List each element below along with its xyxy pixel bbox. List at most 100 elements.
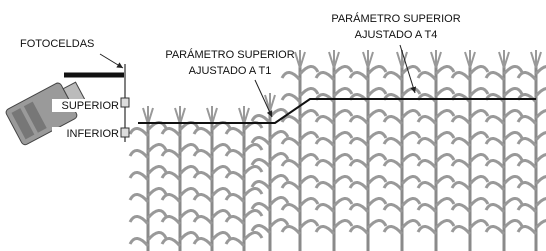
plant-part: [194, 216, 212, 224]
plant-part: [470, 198, 488, 206]
plant-part: [486, 226, 504, 234]
plant-part: [402, 66, 420, 74]
plant-part: [518, 72, 536, 80]
plant-part: [226, 194, 244, 202]
plant-part: [334, 110, 352, 118]
plant-part: [418, 138, 436, 146]
plant-part: [194, 172, 212, 180]
t4-label: PARÁMETRO SUPERIOR: [331, 12, 460, 25]
plant-part: [226, 128, 244, 136]
plant-part: [130, 150, 148, 158]
plant-part: [180, 232, 198, 240]
plant-part: [282, 160, 300, 168]
plant-part: [316, 182, 334, 190]
plant-part: [295, 50, 305, 68]
plant-part: [207, 106, 217, 124]
plant-part: [244, 144, 262, 152]
plant-part: [470, 132, 488, 140]
plant-part: [148, 232, 166, 240]
plant-part: [226, 238, 244, 246]
t1-label: PARÁMETRO SUPERIOR: [165, 48, 294, 61]
plant-part: [282, 138, 300, 146]
plant-part: [180, 144, 198, 152]
plant-part: [180, 210, 198, 218]
plant-part: [162, 150, 180, 158]
plant-part: [452, 204, 470, 212]
plant-part: [368, 132, 386, 140]
plant-part: [334, 88, 352, 96]
plant-part: [162, 216, 180, 224]
t4-label: AJUSTADO A T4: [355, 29, 438, 41]
plant-part: [148, 144, 166, 152]
plant-part: [368, 88, 386, 96]
plant-part: [418, 116, 436, 124]
plant-part: [334, 154, 352, 162]
plant-part: [180, 166, 198, 174]
plant-part: [282, 116, 300, 124]
plant-part: [402, 132, 420, 140]
plant-part: [350, 160, 368, 168]
diagram: FOTOCELDAS SUPERIOR INFERIOR PARÁMETRO S…: [0, 0, 546, 251]
plant-part: [300, 198, 318, 206]
plant-part: [212, 232, 230, 240]
plant-part: [162, 172, 180, 180]
plant-part: [350, 72, 368, 80]
plant-part: [244, 232, 262, 240]
plant-part: [300, 176, 318, 184]
page: {"labels": { "photocells": "FOTOCELDAS",…: [0, 0, 546, 251]
plant-part: [239, 106, 249, 124]
plant-part: [244, 188, 262, 196]
plant-part: [470, 154, 488, 162]
plant-part: [418, 204, 436, 212]
plant-part: [486, 72, 504, 80]
plant-part: [350, 182, 368, 190]
plant-part: [350, 138, 368, 146]
plant-part: [402, 88, 420, 96]
plant-part: [504, 220, 522, 228]
plant-part: [504, 66, 522, 74]
plant-part: [504, 154, 522, 162]
plant-part: [368, 198, 386, 206]
corn-plants: [130, 50, 546, 251]
plant-part: [436, 66, 454, 74]
plant-part: [316, 72, 334, 80]
plant-part: [334, 66, 352, 74]
plant-part: [226, 150, 244, 158]
plant-part: [504, 176, 522, 184]
plant-part: [282, 94, 300, 102]
plant-part: [384, 226, 402, 234]
plant-part: [130, 172, 148, 180]
plant-part: [244, 166, 262, 174]
plant-part: [316, 160, 334, 168]
plant-part: [384, 138, 402, 146]
plant-part: [518, 204, 536, 212]
plant-part: [180, 188, 198, 196]
plant-part: [436, 220, 454, 228]
plant-part: [418, 182, 436, 190]
plant-part: [418, 226, 436, 234]
plant-part: [402, 220, 420, 228]
plant-part: [350, 226, 368, 234]
plant-part: [334, 132, 352, 140]
plant-part: [486, 138, 504, 146]
plant-part: [504, 198, 522, 206]
plant-part: [212, 210, 230, 218]
photocells-label: FOTOCELDAS: [20, 38, 94, 50]
plant-part: [531, 50, 541, 68]
plant-part: [402, 110, 420, 118]
plant-part: [368, 220, 386, 228]
plant-part: [504, 110, 522, 118]
plant-part: [436, 132, 454, 140]
plant-part: [148, 210, 166, 218]
plant-part: [130, 216, 148, 224]
plant-part: [504, 88, 522, 96]
plant-part: [316, 138, 334, 146]
plant-part: [402, 176, 420, 184]
plant-part: [470, 66, 488, 74]
plant-part: [452, 182, 470, 190]
plant-part: [486, 160, 504, 168]
plant-part: [384, 72, 402, 80]
plant-part: [486, 204, 504, 212]
plant-part: [518, 116, 536, 124]
plant-part: [436, 110, 454, 118]
